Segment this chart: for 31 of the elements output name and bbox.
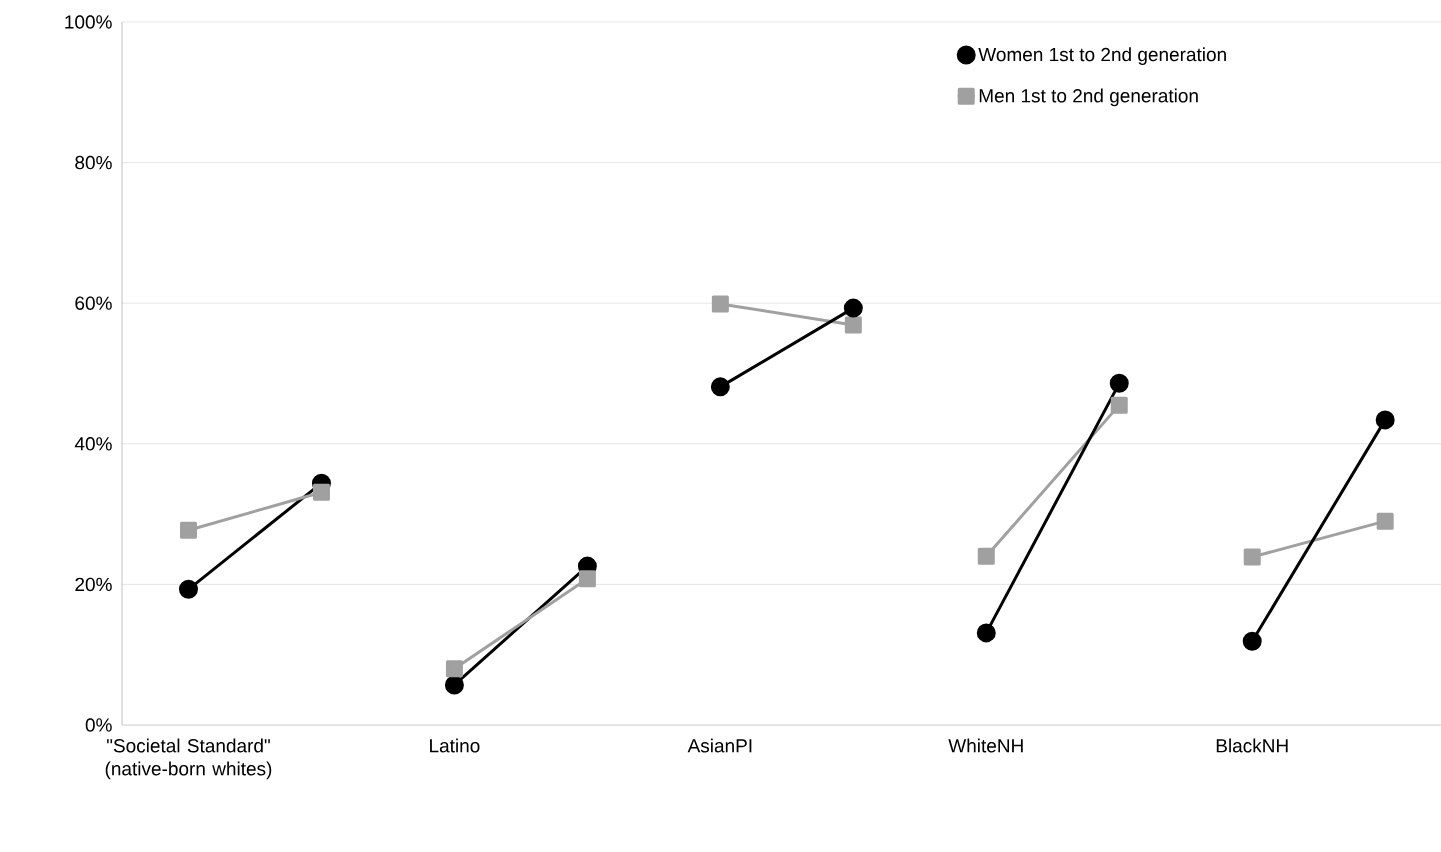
x-tick-label: "Societal Standard" (native-born whites) xyxy=(105,738,272,780)
point xyxy=(1109,373,1129,393)
point xyxy=(844,316,862,334)
point xyxy=(178,579,198,599)
x-tick-label: BlackNH xyxy=(1216,738,1288,753)
y-tick-label: 60% xyxy=(75,296,112,310)
point xyxy=(1376,512,1394,530)
legend-label: Men 1st to 2nd generation xyxy=(979,88,1198,107)
point xyxy=(976,623,996,643)
point xyxy=(1242,631,1262,651)
y-tick-label: 80% xyxy=(75,155,112,170)
point xyxy=(1375,410,1395,430)
x-tick-label: AsianPI xyxy=(687,738,752,753)
y-tick-label: 20% xyxy=(75,577,112,592)
point xyxy=(578,570,596,588)
x-tick-label: Latino xyxy=(430,738,480,753)
point xyxy=(445,660,463,678)
point xyxy=(444,675,464,695)
point xyxy=(312,483,330,501)
point xyxy=(179,521,197,539)
point xyxy=(710,377,730,397)
legend-label: Women 1st to 2nd generation xyxy=(978,47,1226,65)
point xyxy=(843,298,863,318)
x-tick-label: WhiteNH xyxy=(948,738,1023,753)
y-tick-label: 100% xyxy=(65,15,112,29)
y-tick-label: 0% xyxy=(85,718,112,732)
point xyxy=(711,295,729,313)
y-tick-label: 40% xyxy=(74,437,112,451)
point xyxy=(1243,548,1261,566)
point xyxy=(977,547,995,565)
point xyxy=(1110,396,1128,414)
